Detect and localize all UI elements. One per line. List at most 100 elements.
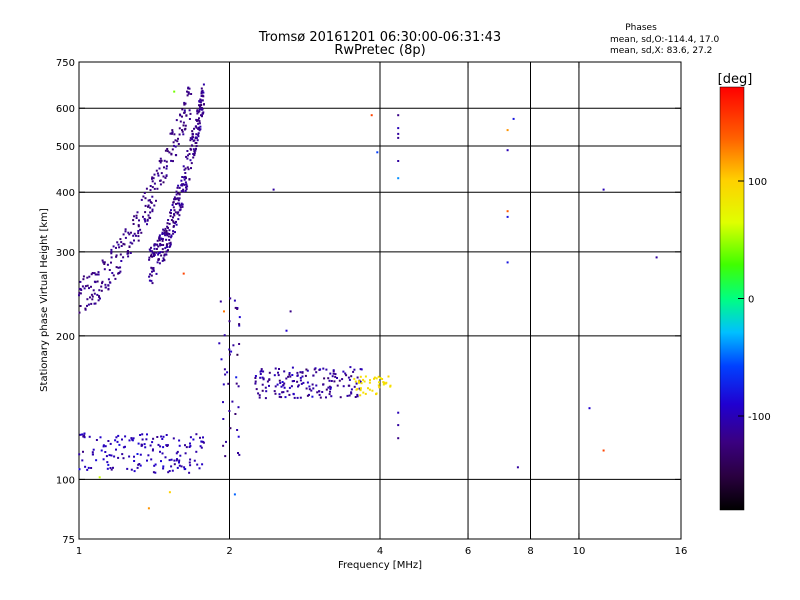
data-point (155, 169, 158, 172)
data-point (78, 294, 80, 297)
data-point (319, 368, 322, 371)
y-tick-label: 300 (56, 248, 75, 259)
data-point (122, 242, 125, 245)
data-point (291, 366, 294, 369)
data-point (327, 377, 330, 380)
data-point (222, 383, 225, 386)
data-point (175, 203, 177, 205)
data-point (162, 175, 165, 178)
data-point (137, 442, 140, 445)
data-point (78, 311, 81, 314)
data-point (315, 384, 318, 387)
data-point (181, 176, 184, 178)
data-point (258, 396, 261, 399)
data-point (191, 144, 194, 147)
data-point (308, 388, 311, 391)
data-point (368, 381, 371, 384)
data-point (354, 396, 357, 398)
data-point (148, 258, 151, 261)
data-point (130, 231, 132, 234)
data-point (174, 211, 177, 214)
data-point (254, 380, 257, 383)
data-point (236, 353, 239, 356)
data-point (86, 284, 89, 287)
data-point (157, 258, 160, 261)
data-point (158, 239, 161, 242)
data-point (139, 453, 142, 456)
data-point (198, 104, 200, 107)
data-point (172, 230, 175, 233)
data-point (160, 237, 163, 240)
data-point (182, 183, 185, 186)
data-point (369, 379, 371, 382)
data-point (200, 440, 203, 443)
data-point (199, 125, 202, 128)
data-point (184, 189, 187, 192)
data-point (261, 383, 264, 386)
data-point (147, 204, 150, 207)
data-point (101, 259, 104, 262)
data-point (257, 392, 260, 395)
data-point (278, 393, 281, 396)
data-point (181, 115, 183, 118)
data-point (133, 460, 136, 462)
data-point (136, 466, 139, 469)
data-point (172, 225, 175, 227)
data-point (188, 178, 191, 181)
data-point (92, 448, 95, 451)
data-point (359, 368, 362, 371)
data-point (196, 463, 199, 466)
data-point (287, 375, 290, 378)
data-point (86, 276, 89, 279)
data-point (149, 185, 152, 187)
data-point (83, 287, 86, 290)
stats-heading: Phases (625, 23, 657, 33)
data-point (189, 159, 192, 162)
data-point (163, 254, 166, 257)
data-point (332, 370, 335, 373)
data-point (265, 390, 268, 393)
data-point (188, 118, 191, 120)
data-point (289, 310, 292, 313)
data-point (378, 386, 381, 389)
data-point (180, 179, 183, 182)
data-point (201, 94, 204, 97)
data-point (152, 268, 155, 271)
data-point (151, 255, 154, 258)
stats-line-o: mean, sd,O:-114.4, 17.0 (610, 35, 720, 45)
data-point (354, 380, 357, 383)
data-point (260, 368, 263, 371)
data-point (161, 233, 164, 235)
data-point (105, 455, 108, 458)
data-point (238, 343, 241, 345)
data-point (318, 393, 321, 396)
data-point (121, 438, 123, 441)
data-point (159, 157, 162, 160)
data-point (155, 251, 158, 254)
data-point (222, 418, 225, 420)
data-point (79, 292, 82, 295)
data-point (255, 388, 258, 391)
data-point (167, 249, 169, 252)
data-point (185, 188, 188, 191)
data-point (175, 459, 178, 462)
data-point (360, 368, 363, 371)
data-point (131, 438, 134, 441)
data-point (178, 197, 181, 200)
data-point (322, 367, 325, 370)
data-point (176, 197, 179, 200)
data-point (192, 438, 195, 441)
data-point (150, 255, 152, 257)
data-point (328, 393, 331, 396)
data-point (199, 105, 201, 108)
data-point (165, 238, 168, 241)
data-point (397, 114, 400, 117)
data-point (293, 396, 296, 399)
data-point (173, 198, 176, 201)
data-point (199, 98, 202, 101)
data-point (88, 275, 91, 278)
data-point (194, 149, 197, 152)
data-point (86, 298, 89, 301)
data-point (158, 160, 161, 162)
data-point (189, 137, 192, 140)
